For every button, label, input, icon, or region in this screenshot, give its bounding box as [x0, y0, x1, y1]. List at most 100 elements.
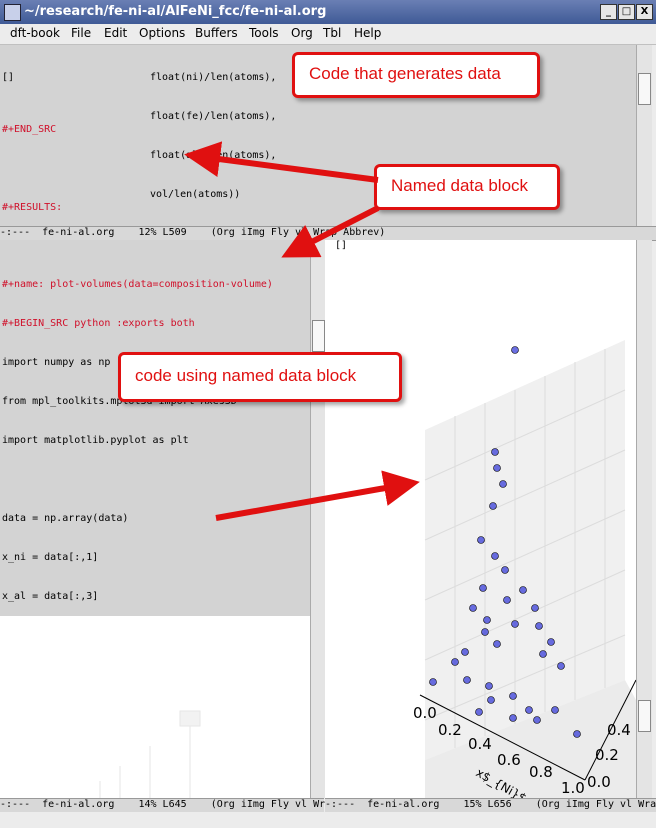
arrow-to-tblname: [184, 141, 379, 183]
scatter-point: [485, 682, 493, 690]
right-modeline: -:--- fe-ni-al.org 15% L656 (Org iImg Fl…: [325, 798, 656, 813]
scatter-point: [509, 714, 517, 722]
scatter-point: [493, 640, 501, 648]
menu-options[interactable]: Options: [139, 26, 186, 40]
scatter-point: [511, 620, 519, 628]
code-line: import matplotlib.pyplot as plt: [2, 435, 189, 446]
x-axis-line: [419, 694, 586, 781]
close-button[interactable]: X: [636, 4, 653, 20]
scatter-point: [481, 628, 489, 636]
faded-plot-grid: [99, 710, 201, 798]
name-line: #+name: plot-volumes(data=composition-vo…: [2, 279, 273, 290]
scatter-point: [557, 662, 565, 670]
y-axis-line: [584, 679, 636, 781]
end-src-line: #+END_SRC: [2, 124, 57, 135]
y-tick: 0.4: [607, 721, 631, 739]
scatter-point: [493, 464, 501, 472]
scatter-point: [461, 648, 469, 656]
menu-buffers[interactable]: Buffers: [195, 26, 238, 40]
x-tick: 0.2: [438, 721, 462, 739]
x-tick: 1.0: [561, 779, 585, 797]
menu-tbl[interactable]: Tbl: [323, 26, 342, 40]
scatter-point: [503, 596, 511, 604]
menu-org[interactable]: Org: [291, 26, 313, 40]
menu-help[interactable]: Help: [354, 26, 382, 40]
menu-edit[interactable]: Edit: [104, 26, 128, 40]
scatter-point: [535, 622, 543, 630]
scatter-point: [483, 616, 491, 624]
inline-image-preview: [0, 616, 310, 798]
scatter-point: [531, 604, 539, 612]
scatter-point: [509, 692, 517, 700]
top-scrollbar[interactable]: [636, 45, 652, 226]
code-line: import numpy as np: [2, 357, 111, 368]
floor-pane: [425, 680, 636, 798]
scatter-point: [547, 638, 555, 646]
scatter-points: [429, 346, 581, 738]
code-line: float(ni)/len(atoms),: [150, 72, 277, 83]
annotation-text: Named data block: [391, 176, 529, 195]
scroll-thumb[interactable]: [312, 320, 325, 352]
scatter-point: [491, 448, 499, 456]
y-tick: 0.0: [587, 773, 611, 791]
annotation-text: code using named data block: [135, 366, 357, 385]
annotation-code-using: code using named data block: [118, 352, 402, 402]
scatter-point: [533, 716, 541, 724]
y-tick: 0.2: [595, 746, 619, 764]
scroll-thumb[interactable]: [638, 700, 651, 732]
minimize-button[interactable]: _: [600, 4, 617, 20]
x-tick: 0.8: [529, 763, 553, 781]
maximize-button[interactable]: □: [618, 4, 635, 20]
x-tick: 0.4: [468, 735, 492, 753]
minibuffer[interactable]: [0, 812, 656, 828]
grid-lines: [424, 349, 626, 748]
annotation-named-block: Named data block: [374, 164, 560, 210]
scatter-point: [573, 730, 581, 738]
x-tick: 0.0: [413, 704, 437, 722]
scatter-point: [479, 584, 487, 592]
cursor: []: [2, 72, 15, 83]
cursor: []: [335, 240, 348, 251]
code-line: float(fe)/len(atoms),: [150, 111, 277, 122]
arrow-to-plot: [215, 470, 420, 521]
x-tick: 0.6: [497, 751, 521, 769]
right-plot-pane[interactable]: [] 0.0 0.2 0.4 0.6 0.8 1.0 0.4 0.2 0.0 x: [325, 240, 636, 798]
begin-src-line: #+BEGIN_SRC python :exports both: [2, 318, 195, 329]
scatter-point: [451, 658, 459, 666]
scatter-point: [463, 676, 471, 684]
results-line: #+RESULTS:: [2, 202, 63, 213]
scatter-point: [525, 706, 533, 714]
scatter-point: [501, 566, 509, 574]
scatter-point: [429, 678, 437, 686]
scatter-3d-plot: 0.0 0.2 0.4 0.6 0.8 1.0 0.4 0.2 0.0 x$_{…: [413, 340, 636, 798]
scatter-point: [519, 586, 527, 594]
left-modeline: -:--- fe-ni-al.org 14% L645 (Org iImg Fl…: [0, 798, 331, 813]
scatter-point: [477, 536, 485, 544]
arrow-to-name-line: [281, 205, 380, 258]
menu-tools[interactable]: Tools: [249, 26, 279, 40]
scatter-point: [491, 552, 499, 560]
menu-bar: dft-book File Edit Options Buffers Tools…: [0, 24, 656, 45]
scatter-point: [489, 502, 497, 510]
code-line: data = np.array(data): [2, 513, 129, 524]
code-line: x_ni = data[:,1]: [2, 552, 99, 563]
scatter-point: [487, 696, 495, 704]
scroll-thumb[interactable]: [638, 73, 651, 105]
code-line: vol/len(atoms)): [150, 189, 241, 200]
annotation-code-generates: Code that generates data: [292, 52, 540, 98]
scatter-point: [499, 480, 507, 488]
menu-file[interactable]: File: [71, 26, 92, 40]
window-title: ~/research/fe-ni-al/AlFeNi_fcc/fe-ni-al.…: [24, 4, 327, 19]
emacs-icon: [4, 4, 21, 21]
scatter-point: [539, 650, 547, 658]
title-bar: ~/research/fe-ni-al/AlFeNi_fcc/fe-ni-al.…: [0, 0, 656, 24]
annotation-text: Code that generates data: [309, 64, 501, 83]
menu-dft-book[interactable]: dft-book: [10, 26, 60, 40]
right-scrollbar[interactable]: [636, 240, 652, 798]
scatter-point: [469, 604, 477, 612]
scatter-point: [551, 706, 559, 714]
scatter-point: [475, 708, 483, 716]
scatter-point: [511, 346, 519, 354]
code-line: x_al = data[:,3]: [2, 591, 99, 602]
